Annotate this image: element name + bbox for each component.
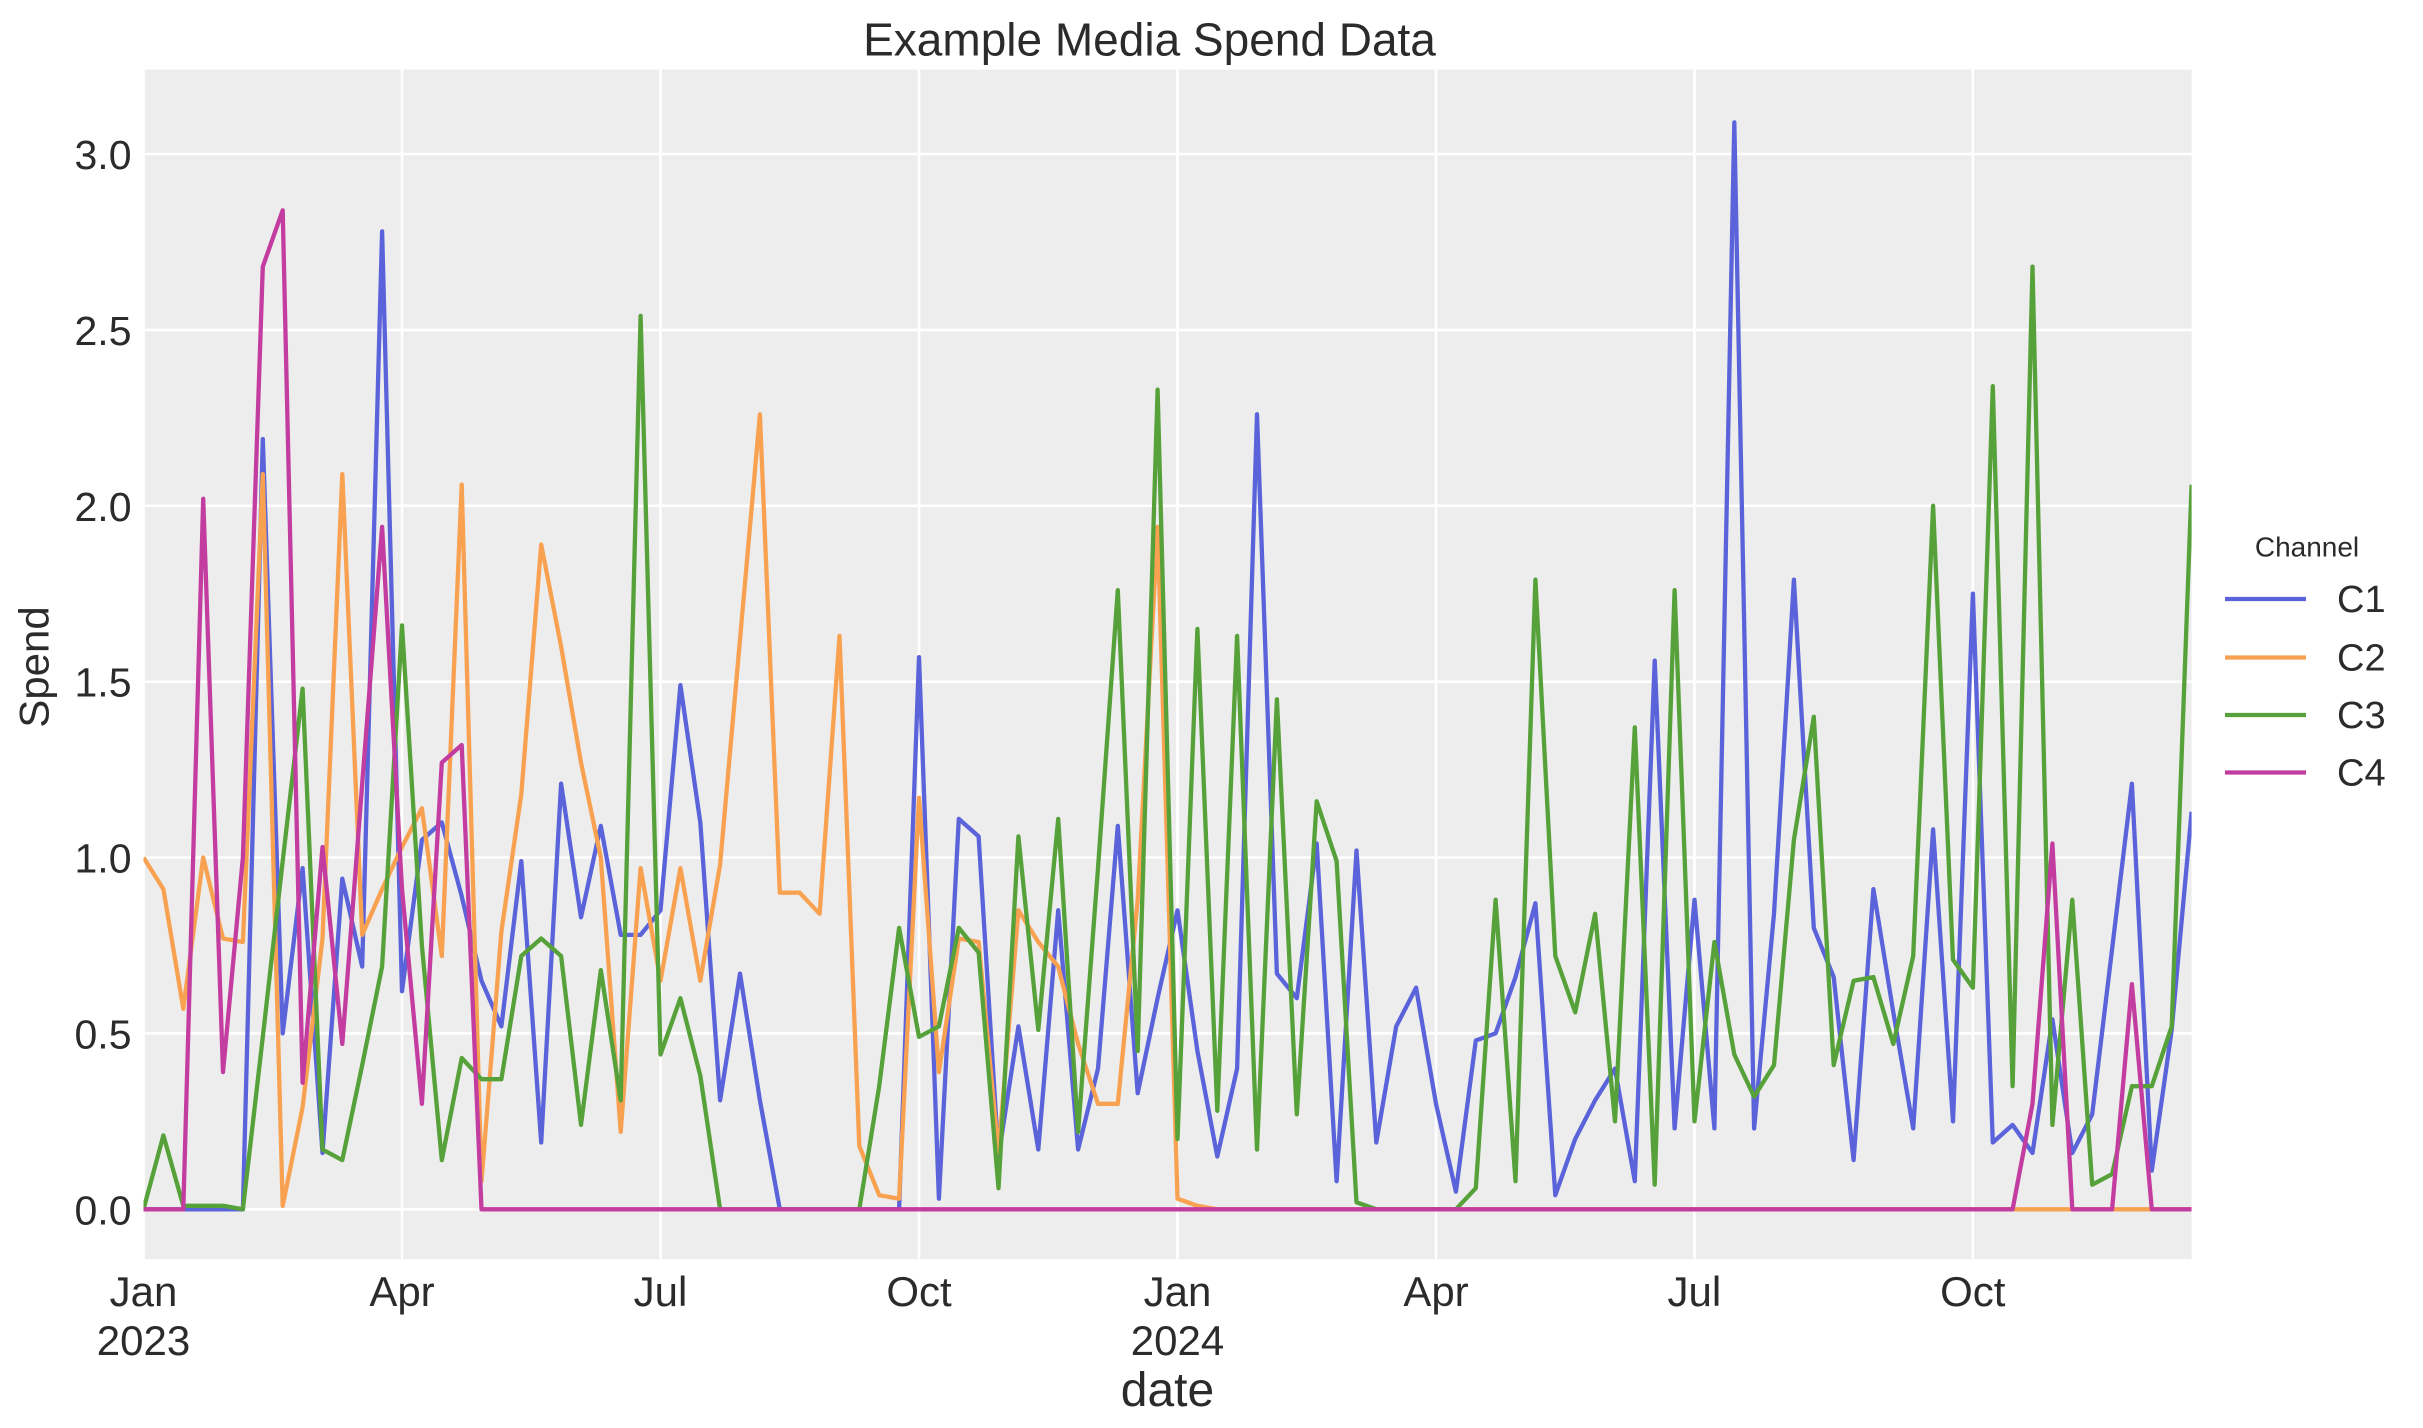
svg-text:Jan: Jan	[110, 1268, 178, 1315]
svg-text:1.5: 1.5	[75, 660, 132, 706]
svg-text:3.0: 3.0	[75, 132, 132, 178]
svg-text:C4: C4	[2337, 753, 2386, 795]
svg-text:Apr: Apr	[1403, 1268, 1468, 1315]
svg-text:Jul: Jul	[1668, 1268, 1722, 1315]
svg-text:2.5: 2.5	[75, 308, 132, 354]
svg-text:C3: C3	[2337, 695, 2386, 737]
svg-text:2.0: 2.0	[75, 484, 132, 530]
svg-text:0.5: 0.5	[75, 1011, 132, 1057]
svg-text:Channel: Channel	[2255, 532, 2359, 563]
svg-text:1.0: 1.0	[75, 836, 132, 882]
svg-text:Jan: Jan	[1144, 1268, 1212, 1315]
svg-text:C1: C1	[2337, 579, 2386, 621]
svg-text:C2: C2	[2337, 638, 2386, 680]
svg-text:2024: 2024	[1131, 1317, 1224, 1364]
svg-text:Oct: Oct	[886, 1268, 952, 1315]
svg-text:Jul: Jul	[634, 1268, 688, 1315]
svg-text:2023: 2023	[97, 1317, 190, 1364]
svg-text:Spend: Spend	[11, 606, 58, 727]
svg-text:0.0: 0.0	[75, 1187, 132, 1233]
svg-text:Example Media Spend Data: Example Media Spend Data	[863, 14, 1436, 66]
svg-text:Oct: Oct	[1940, 1268, 2006, 1315]
svg-text:Apr: Apr	[369, 1268, 434, 1315]
svg-text:date: date	[1121, 1364, 1214, 1417]
